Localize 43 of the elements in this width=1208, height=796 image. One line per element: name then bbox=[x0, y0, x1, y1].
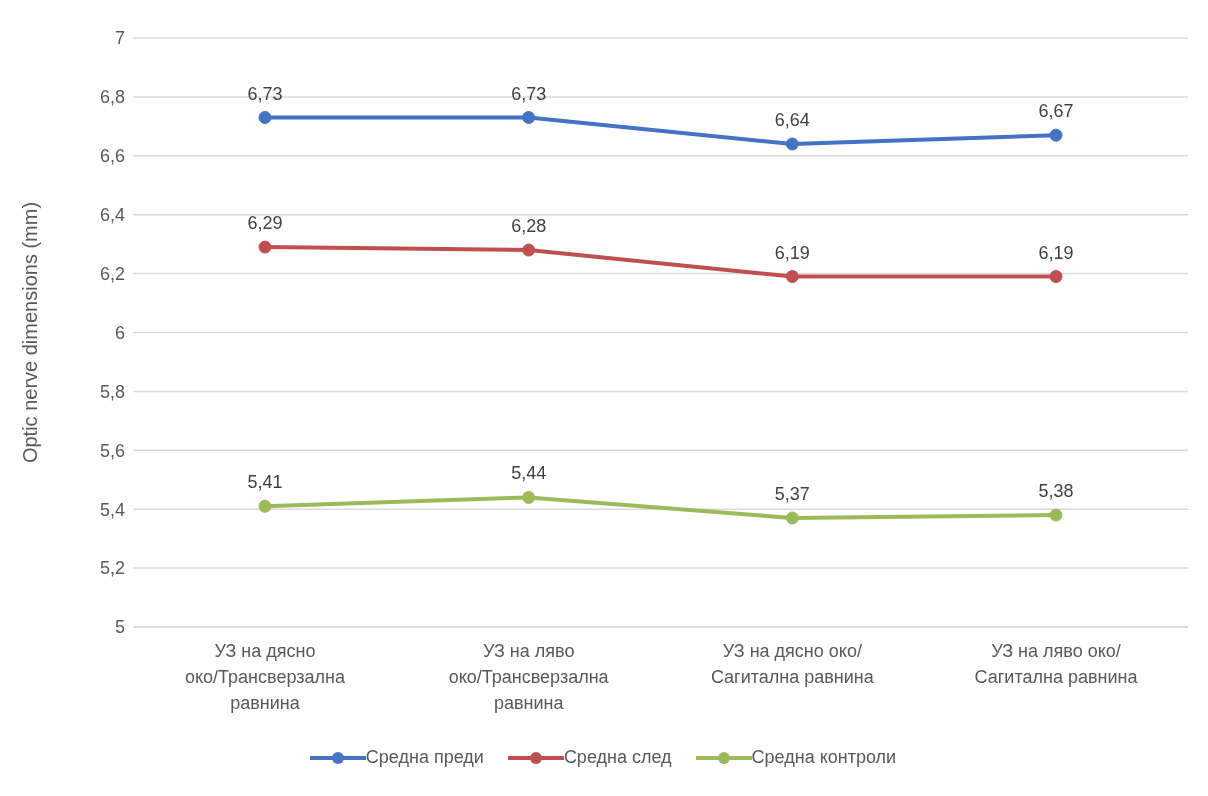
data-label: 6,19 bbox=[1038, 242, 1074, 263]
data-label: 6,29 bbox=[247, 213, 283, 234]
data-label: 6,19 bbox=[774, 242, 810, 263]
x-tick-label: УЗ на ляво око/ Сагитална равнина bbox=[974, 641, 1139, 687]
y-tick-label: 5 bbox=[114, 617, 125, 638]
legend-label: Средна след bbox=[563, 747, 672, 768]
point bbox=[522, 111, 536, 125]
y-tick-label: 6,2 bbox=[99, 263, 125, 284]
point bbox=[1049, 270, 1063, 284]
data-label: 6,64 bbox=[774, 110, 810, 131]
data-label: 5,44 bbox=[511, 463, 547, 484]
point bbox=[258, 240, 272, 254]
point bbox=[785, 511, 799, 525]
x-tick-label: УЗ на дясно око/ Сагитална равнина bbox=[710, 641, 875, 687]
y-tick-label: 5,6 bbox=[99, 440, 125, 461]
point bbox=[785, 270, 799, 284]
data-label: 5,38 bbox=[1038, 481, 1074, 502]
data-label: 6,73 bbox=[247, 83, 283, 104]
point bbox=[522, 243, 536, 257]
data-label: 5,41 bbox=[247, 472, 283, 493]
y-tick-label: 5,4 bbox=[99, 499, 125, 520]
y-axis-title: Optic nerve dimensions (mm) bbox=[19, 201, 42, 464]
y-tick-label: 7 bbox=[114, 28, 125, 49]
data-label: 6,73 bbox=[511, 83, 547, 104]
x-tick-label: УЗ на ляво око/Трансверзална равнина bbox=[448, 641, 610, 713]
x-tick-label: УЗ на дясно око/Трансверзална равнина bbox=[185, 641, 346, 713]
point bbox=[522, 490, 536, 504]
legend-label: Средна преди bbox=[365, 747, 484, 768]
point bbox=[258, 111, 272, 125]
y-tick-label: 6,4 bbox=[99, 205, 125, 226]
point bbox=[258, 499, 272, 513]
y-tick-label: 6,6 bbox=[99, 146, 125, 167]
y-tick-label: 5,2 bbox=[99, 558, 125, 579]
data-label: 6,67 bbox=[1038, 101, 1074, 122]
y-tick-label: 6,8 bbox=[99, 87, 125, 108]
point bbox=[1049, 508, 1063, 522]
legend-label: Средна контроли bbox=[751, 747, 897, 768]
y-tick-label: 5,8 bbox=[99, 381, 125, 402]
data-label: 5,37 bbox=[774, 484, 810, 505]
data-label: 6,28 bbox=[511, 216, 547, 237]
y-tick-label: 6 bbox=[114, 322, 125, 343]
point bbox=[785, 137, 799, 151]
point bbox=[1049, 128, 1063, 142]
